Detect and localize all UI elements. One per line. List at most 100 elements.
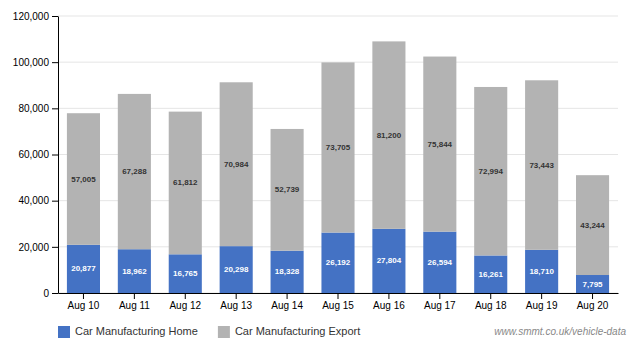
bar bbox=[67, 113, 100, 245]
data-label: 52,739 bbox=[275, 185, 300, 194]
tick-label: Aug 10 bbox=[68, 300, 100, 311]
data-label: 20,877 bbox=[71, 264, 96, 273]
data-label: 67,288 bbox=[122, 167, 147, 176]
data-label: 20,298 bbox=[224, 265, 249, 274]
tick: 0 bbox=[43, 288, 58, 299]
tick-mark bbox=[388, 293, 389, 299]
tick-mark bbox=[592, 293, 593, 299]
data-label: 26,192 bbox=[326, 258, 351, 267]
tick-label: Aug 13 bbox=[220, 300, 252, 311]
tick-label: 100,000 bbox=[13, 57, 50, 68]
bar bbox=[423, 57, 456, 232]
grid-line bbox=[58, 16, 618, 17]
bar bbox=[474, 255, 507, 293]
data-label: 57,005 bbox=[71, 175, 96, 184]
tick: Aug 19 bbox=[526, 293, 558, 311]
legend-item: Car Manufacturing Export bbox=[218, 325, 360, 338]
bars bbox=[67, 41, 609, 293]
tick: Aug 14 bbox=[271, 293, 303, 311]
tick-label: Aug 16 bbox=[373, 300, 405, 311]
tick-mark bbox=[83, 293, 84, 299]
data-label: 18,710 bbox=[529, 267, 554, 276]
data-labels: 20,877 18,962 16,765 20,298 18,328 26,192 27,8… bbox=[71, 131, 605, 289]
bar bbox=[220, 246, 253, 293]
tick: 120,000 bbox=[13, 11, 58, 22]
tick-mark bbox=[52, 108, 58, 109]
tick-mark bbox=[490, 293, 491, 299]
data-label: 16,261 bbox=[478, 270, 503, 279]
data-label: 27,804 bbox=[377, 256, 402, 265]
x-axis: Aug 10 Aug 11 Aug 12 Aug 13 Aug 14 Aug 15 Aug … bbox=[59, 293, 619, 311]
data-label: 26,594 bbox=[428, 258, 453, 267]
tick-mark bbox=[52, 293, 58, 294]
data-label: 43,244 bbox=[580, 221, 605, 230]
tick-mark bbox=[439, 293, 440, 299]
data-label: 73,443 bbox=[529, 161, 554, 170]
tick: 40,000 bbox=[18, 195, 58, 206]
tick-mark bbox=[236, 293, 237, 299]
tick: 20,000 bbox=[18, 242, 58, 253]
annotation: www.smmt.co.uk/vehicle-data bbox=[494, 326, 626, 337]
bar bbox=[118, 94, 151, 249]
tick-label: 80,000 bbox=[18, 103, 49, 114]
data-label: 75,844 bbox=[428, 140, 453, 149]
chart: Aug 10 Aug 11 Aug 12 Aug 13 Aug 14 Aug 15 Aug … bbox=[0, 0, 634, 353]
bar bbox=[372, 41, 405, 228]
legend-item: Car Manufacturing Home bbox=[58, 325, 198, 338]
legend-swatch bbox=[218, 326, 230, 338]
data-label: 18,962 bbox=[122, 267, 147, 276]
legend: Car Manufacturing Home Car Manufacturing … bbox=[58, 325, 360, 338]
axis-line bbox=[58, 17, 59, 294]
tick-label: 60,000 bbox=[18, 149, 49, 160]
data-label: 73,705 bbox=[326, 143, 351, 152]
data-label: 81,200 bbox=[377, 131, 402, 140]
bar bbox=[525, 250, 558, 293]
tick-label: Aug 12 bbox=[169, 300, 201, 311]
tick-label: Aug 17 bbox=[424, 300, 456, 311]
tick: Aug 20 bbox=[577, 293, 609, 311]
bar bbox=[118, 249, 151, 293]
grid bbox=[58, 16, 618, 293]
tick-mark bbox=[338, 293, 339, 299]
bar-series bbox=[67, 41, 609, 275]
y-axis: 0 20,000 40,000 60,000 80,000 100,000 120,000 bbox=[13, 11, 59, 299]
tick: 60,000 bbox=[18, 149, 58, 160]
tick-mark bbox=[287, 293, 288, 299]
tick-label: Aug 19 bbox=[526, 300, 558, 311]
bar bbox=[576, 175, 609, 275]
tick: 80,000 bbox=[18, 103, 58, 114]
tick-label: Aug 15 bbox=[322, 300, 354, 311]
tick: Aug 13 bbox=[220, 293, 252, 311]
legend-label: Car Manufacturing Export bbox=[235, 325, 360, 337]
tick: Aug 17 bbox=[424, 293, 456, 311]
tick-mark bbox=[52, 201, 58, 202]
legend-label: Car Manufacturing Home bbox=[75, 325, 198, 337]
data-label: 72,994 bbox=[478, 167, 503, 176]
tick-label: 0 bbox=[43, 288, 49, 299]
tick-mark bbox=[134, 293, 135, 299]
bar bbox=[372, 229, 405, 293]
tick: Aug 15 bbox=[322, 293, 354, 311]
bar bbox=[576, 275, 609, 293]
tick-label: 20,000 bbox=[18, 242, 49, 253]
bar bbox=[169, 254, 202, 293]
data-label: 18,328 bbox=[275, 267, 300, 276]
tick: Aug 10 bbox=[68, 293, 100, 311]
data-label: 61,812 bbox=[173, 178, 198, 187]
tick-mark bbox=[541, 293, 542, 299]
tick-label: 120,000 bbox=[13, 11, 50, 22]
tick: Aug 18 bbox=[475, 293, 507, 311]
tick: Aug 12 bbox=[169, 293, 201, 311]
bar bbox=[271, 251, 304, 293]
tick: Aug 16 bbox=[373, 293, 405, 311]
tick-label: 40,000 bbox=[18, 195, 49, 206]
data-label: 16,765 bbox=[173, 269, 198, 278]
bar bbox=[474, 87, 507, 255]
bar bbox=[321, 62, 354, 232]
tick: 100,000 bbox=[13, 57, 58, 68]
bar bbox=[271, 129, 304, 251]
tick-label: Aug 11 bbox=[119, 300, 150, 311]
bar bbox=[321, 233, 354, 293]
tick-mark bbox=[52, 16, 58, 17]
legend-swatch bbox=[58, 326, 70, 338]
